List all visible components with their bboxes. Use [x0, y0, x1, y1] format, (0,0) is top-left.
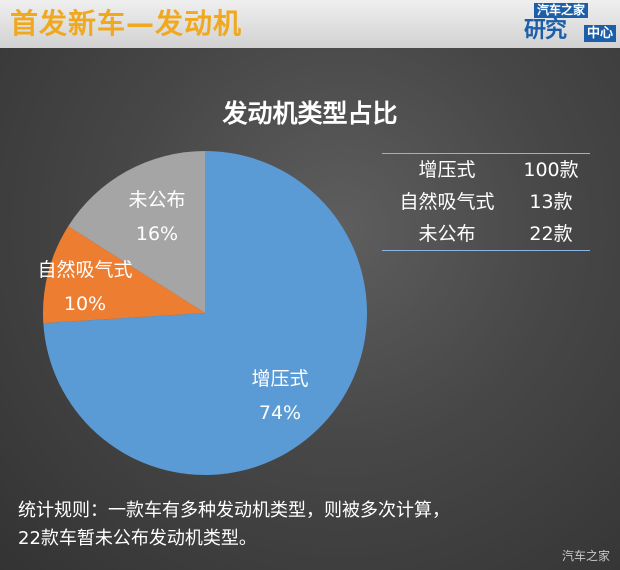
table-cell-name: 增压式 [418, 159, 476, 181]
note-line-2: 22款车暂未公布发动机类型。 [18, 528, 257, 549]
pie-slice-unknown [68, 151, 206, 313]
table-cell-name: 自然吸气式 [399, 191, 495, 213]
pie-slice-turbo [43, 151, 367, 475]
table-row: 自然吸气式 13款 [382, 186, 590, 218]
slice-label-unknown: 未公布 16% [113, 183, 201, 251]
research-center-logo: 汽车之家 研究 中心 [524, 2, 616, 46]
slice-label-unknown-name: 未公布 [128, 189, 186, 211]
slice-label-turbo-percent: 74% [258, 402, 302, 424]
logo-big-text: 研究 [524, 18, 567, 43]
slice-label-na-name: 自然吸气式 [37, 259, 133, 281]
table-cell-count: 13款 [529, 191, 573, 213]
slice-label-na: 自然吸气式 10% [22, 253, 148, 321]
slice-label-turbo: 增压式 74% [240, 362, 320, 430]
table-cell-count: 22款 [529, 223, 573, 245]
pie-slice-na [43, 226, 206, 324]
logo-brand-text: 汽车之家 [533, 3, 588, 18]
table-cell-count: 100款 [523, 159, 579, 181]
engine-count-table: 增压式 100款 自然吸气式 13款 未公布 22款 [382, 153, 590, 251]
page-title: 首发新车—发动机 [10, 7, 243, 40]
header-bar [0, 0, 620, 48]
table-row: 未公布 22款 [382, 218, 590, 250]
note-line-1: 统计规则：一款车有多种发动机类型，则被多次计算， [18, 500, 450, 521]
statistics-note: 统计规则：一款车有多种发动机类型，则被多次计算， 22款车暂未公布发动机类型。 [18, 497, 578, 553]
table-row: 增压式 100款 [382, 154, 590, 186]
watermark: 汽车之家 [561, 549, 610, 563]
slice-label-unknown-percent: 16% [135, 223, 179, 245]
table-cell-name: 未公布 [418, 223, 476, 245]
slice-label-na-percent: 10% [63, 293, 107, 315]
chart-title: 发动机类型占比 [222, 99, 398, 128]
slice-label-turbo-name: 增压式 [251, 368, 309, 390]
logo-small-text: 中心 [583, 25, 616, 42]
